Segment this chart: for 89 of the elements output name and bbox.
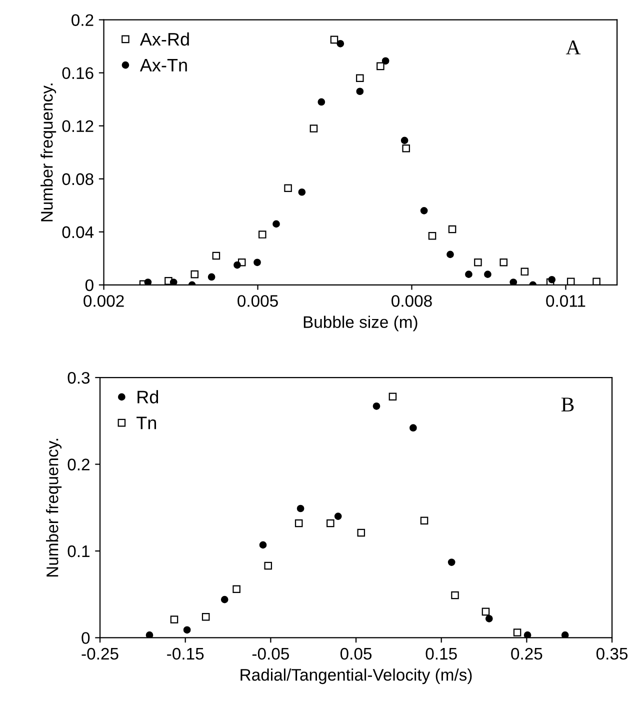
point — [144, 278, 152, 285]
point — [232, 585, 240, 594]
point — [318, 98, 326, 106]
y-tick-label: 0 — [82, 632, 90, 644]
y-tick-label: 0 — [85, 279, 94, 292]
point — [420, 516, 428, 525]
point — [410, 424, 417, 432]
x-tick-label: -0.05 — [252, 648, 289, 660]
point — [336, 40, 344, 48]
point — [264, 562, 272, 570]
point — [208, 273, 216, 281]
point — [356, 74, 364, 82]
point — [474, 258, 482, 266]
x-tick-label: 0.25 — [511, 648, 542, 660]
point — [446, 250, 454, 258]
point — [485, 614, 493, 622]
x-tick-label: 0.15 — [426, 648, 457, 660]
x-tick-label: -0.15 — [167, 648, 204, 660]
legend-label: Ax-Tn — [140, 58, 187, 72]
point — [548, 276, 556, 284]
point — [356, 88, 364, 96]
point — [298, 188, 306, 196]
y-tick-label: 0.04 — [62, 226, 94, 238]
y-tick-label: 0.2 — [68, 458, 90, 470]
point — [334, 512, 342, 520]
point — [561, 631, 569, 638]
annotation: B — [561, 398, 574, 412]
point — [400, 136, 408, 144]
x-tick-label: 0.05 — [340, 648, 372, 660]
point — [448, 558, 456, 566]
x-tick-label: 0.008 — [392, 295, 432, 307]
x-tick-label: 0.002 — [84, 295, 124, 307]
point — [382, 57, 390, 65]
point — [448, 225, 456, 234]
point — [520, 268, 529, 276]
point — [484, 270, 492, 278]
y-tick-label: 0.3 — [68, 372, 90, 384]
point — [284, 184, 292, 192]
point — [220, 596, 228, 604]
point — [402, 144, 410, 152]
point — [212, 252, 220, 260]
point — [202, 613, 210, 621]
point — [310, 124, 318, 132]
point — [513, 628, 522, 636]
point — [294, 519, 303, 528]
point — [170, 616, 178, 624]
point — [330, 36, 338, 44]
point — [465, 270, 472, 278]
point — [170, 278, 178, 285]
x-tick-label: -0.25 — [82, 648, 118, 660]
y-tick-label: 0.16 — [62, 67, 94, 80]
point — [272, 220, 280, 228]
y-tick-label: 0.2 — [72, 14, 94, 26]
point — [259, 541, 267, 549]
point — [500, 258, 508, 266]
point — [388, 392, 397, 401]
y-tick-label: 0.08 — [62, 173, 94, 186]
point — [258, 230, 266, 238]
legend-label: Ax-Rd — [140, 32, 189, 46]
legend-label: Tn — [136, 416, 156, 430]
legend-label: Rd — [138, 390, 158, 404]
point — [451, 591, 459, 600]
x-tick-label: 0.011 — [546, 295, 586, 307]
point — [524, 631, 532, 638]
point — [357, 528, 366, 537]
y-axis-title: Number frequency. — [40, 84, 56, 222]
point — [234, 261, 241, 269]
x-axis-title: Radial/Tangential-Velocity (m/s) — [240, 668, 472, 684]
x-tick-label: 0.005 — [238, 295, 278, 307]
y-axis-title: Number frequency. — [46, 438, 62, 577]
point — [592, 278, 600, 285]
point — [326, 519, 334, 528]
point — [146, 631, 154, 638]
x-axis-title: Bubble size (m) — [304, 316, 418, 332]
point — [372, 402, 380, 410]
annotation: A — [566, 40, 581, 54]
point — [254, 258, 261, 266]
y-tick-label: 0.12 — [62, 120, 94, 132]
point — [190, 270, 199, 278]
point — [420, 207, 428, 214]
y-tick-label: 0.1 — [68, 545, 90, 558]
point — [376, 62, 384, 70]
x-tick-label: 0.35 — [596, 648, 628, 660]
point — [482, 608, 490, 616]
point — [183, 626, 191, 634]
point — [566, 278, 575, 285]
point — [428, 232, 436, 240]
point — [296, 504, 304, 512]
point — [510, 278, 518, 285]
